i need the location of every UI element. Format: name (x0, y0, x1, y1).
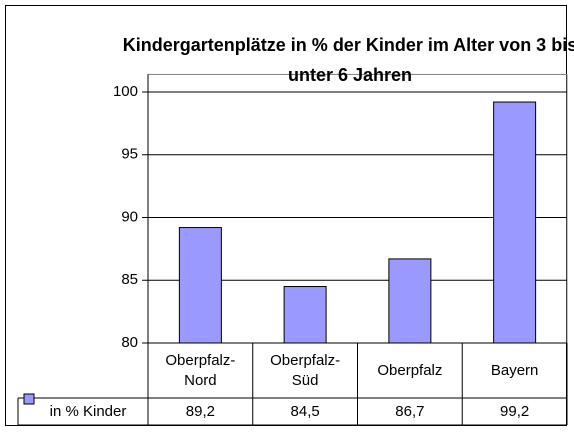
x-tick-label: Oberpfalz- Nord (165, 351, 236, 389)
bar (178, 227, 222, 344)
bar (283, 286, 327, 344)
y-tick-label: 95 (121, 146, 138, 163)
data-label: 86,7 (395, 402, 425, 420)
data-label: 89,2 (185, 402, 215, 420)
x-tick-label: Bayern (490, 361, 539, 379)
chart-title: Kindergartenplätze in % der Kinder im Al… (122, 35, 574, 85)
x-tick-label: Oberpfalz (377, 361, 443, 379)
y-tick-label: 90 (121, 208, 138, 225)
data-label: 99,2 (500, 402, 530, 420)
legend-swatch (23, 393, 35, 405)
y-tick-label: 80 (121, 334, 138, 351)
x-tick-label: Oberpfalz- Süd (270, 351, 341, 389)
data-label: 84,5 (290, 402, 320, 420)
y-tick-label: 100 (113, 83, 138, 100)
y-tick-label: 85 (121, 271, 138, 288)
legend-label: in % Kinder (49, 402, 127, 420)
bar (388, 258, 432, 344)
bar (493, 101, 537, 344)
